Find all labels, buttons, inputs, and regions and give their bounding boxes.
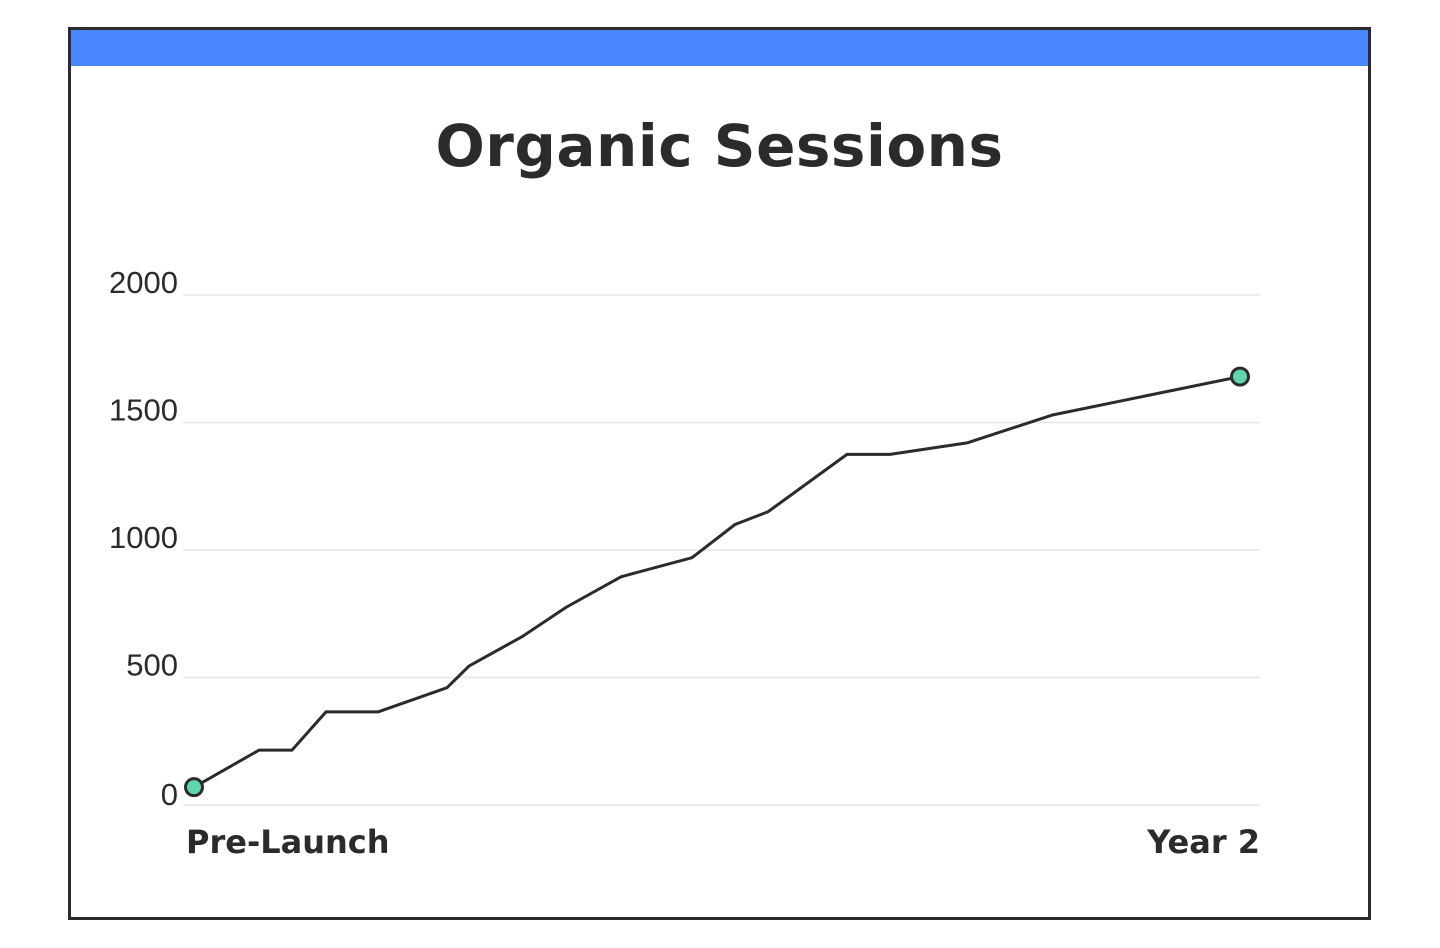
y-tick-label-4: 2000 [109,265,178,300]
header-accent-bar [71,30,1368,66]
chart-title: Organic Sessions [435,112,1004,180]
end-point-marker [1230,366,1250,387]
chart-card: Organic Sessions [68,27,1371,920]
y-tick-label-2: 1000 [109,520,178,555]
x-tick-label-start: Pre-Launch [186,823,390,861]
x-tick-label-end: Year 2 [1146,823,1260,861]
start-point-marker [184,777,204,798]
y-tick-label-0: 0 [161,777,178,812]
y-tick-label-3: 1500 [109,393,178,428]
series-line-0 [193,375,1241,789]
y-tick-label-1: 500 [126,648,178,683]
